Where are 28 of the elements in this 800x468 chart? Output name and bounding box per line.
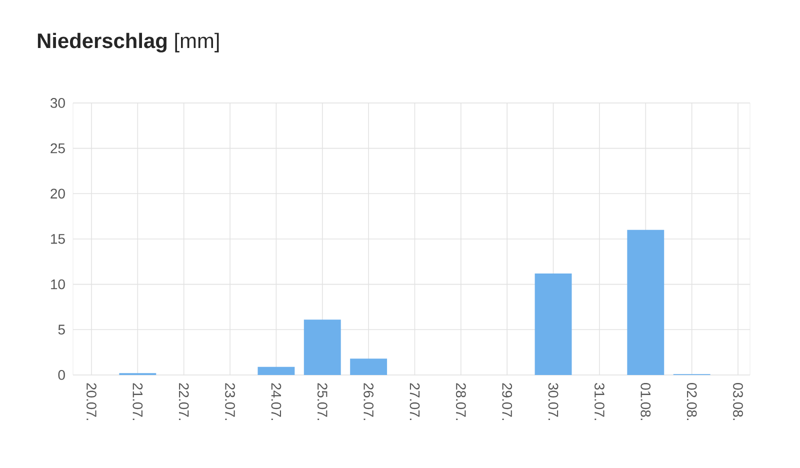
y-tick-label: 15	[51, 234, 65, 244]
x-tick-label: 29.07.	[502, 383, 512, 420]
bar	[350, 358, 388, 375]
y-tick-label: 5	[58, 324, 65, 335]
x-tick-label: 20.07.	[86, 383, 96, 420]
bar	[304, 320, 341, 375]
x-tick-label: 25.07.	[317, 383, 328, 420]
y-tick-label: 30	[50, 98, 65, 108]
y-tick-label: 10	[51, 279, 65, 290]
x-tick-label: 28.07.	[456, 383, 466, 420]
bar	[627, 230, 664, 375]
y-tick-label: 20	[50, 188, 65, 199]
x-tick-label: 21.07.	[132, 383, 143, 420]
x-tick-label: 23.07.	[225, 383, 235, 420]
x-tick-label: 03.08.	[733, 383, 743, 420]
bar	[258, 366, 295, 375]
x-tick-label: 31.07.	[594, 383, 604, 420]
bar	[534, 273, 572, 375]
x-tick-label: 01.08.	[640, 383, 651, 420]
x-tick-label: 02.08.	[686, 383, 697, 420]
x-tick-label: 26.07.	[364, 383, 374, 420]
chart-title: Niederschlag [mm]	[38, 32, 219, 52]
x-tick-label: 24.07.	[271, 383, 282, 420]
y-tick-label: 0	[58, 370, 65, 380]
y-tick-label: 25	[50, 143, 65, 154]
x-tick-label: 30.07.	[548, 383, 558, 420]
x-tick-label: 27.07.	[410, 383, 420, 420]
x-tick-label: 22.07.	[178, 383, 189, 420]
